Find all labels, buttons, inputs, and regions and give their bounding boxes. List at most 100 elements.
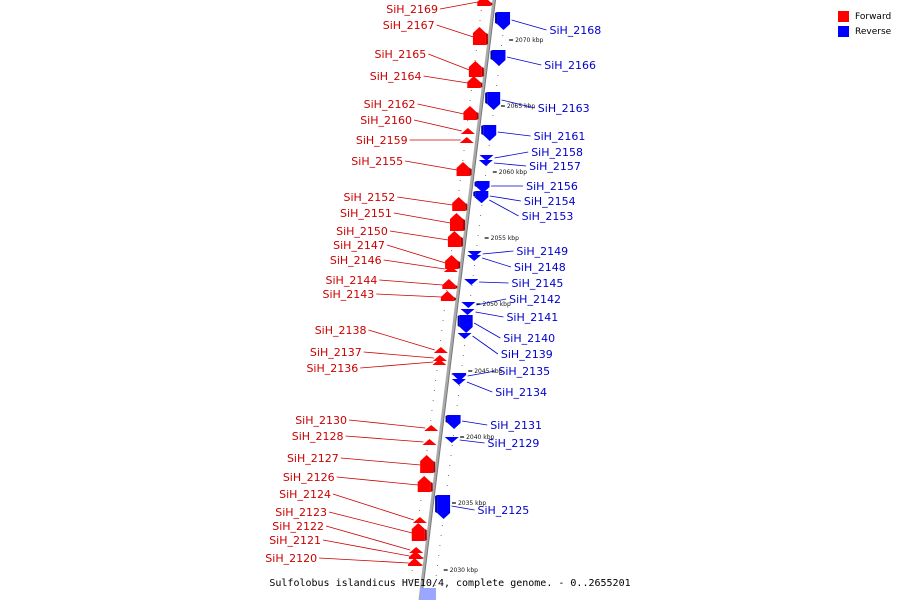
kbp-label: 2065 kbp <box>507 103 535 110</box>
gene-arrow <box>451 379 466 385</box>
gene-body <box>476 181 490 193</box>
forward-gene-glyph <box>424 425 439 431</box>
forward-gene-label: SiH_2147 <box>333 239 385 252</box>
forward-gene-glyph <box>443 266 458 272</box>
reverse-gene-label: SiH_2158 <box>531 146 583 159</box>
gene-side <box>474 181 477 187</box>
reverse-gene-label: SiH_2153 <box>522 210 574 223</box>
track-dot <box>477 235 479 236</box>
track-dot <box>448 475 450 476</box>
reverse-gene-glyph <box>495 12 511 30</box>
forward-gene-glyph <box>433 347 448 353</box>
gene-side <box>433 461 436 473</box>
gene-side <box>485 33 488 45</box>
track-dot <box>420 500 422 501</box>
forward-gene-label: SiH_2121 <box>269 534 321 547</box>
forward-leader-line <box>363 351 434 359</box>
forward-gene-glyph <box>440 291 456 301</box>
track-dot <box>450 455 452 456</box>
reverse-leader-line <box>501 99 535 109</box>
track-dot <box>502 35 504 36</box>
track-dot <box>488 145 490 146</box>
forward-leader-line <box>439 1 478 10</box>
forward-gene-glyph <box>432 355 447 361</box>
gene-side <box>424 529 427 541</box>
reverse-gene-label: SiH_2129 <box>488 437 540 450</box>
track-dot <box>442 320 444 321</box>
track-dot <box>461 365 463 366</box>
reverse-gene-glyph <box>478 160 493 166</box>
forward-gene-glyph <box>463 106 479 120</box>
track-dot <box>458 190 460 191</box>
forward-gene-label: SiH_2167 <box>383 19 435 32</box>
partial-gene-glyph <box>420 588 436 600</box>
gene-side <box>476 112 479 120</box>
gene-body <box>468 61 482 77</box>
forward-gene-label: SiH_2159 <box>356 134 408 147</box>
track-dot <box>451 250 453 251</box>
track-dot <box>431 410 433 411</box>
legend-swatch-reverse <box>838 26 849 37</box>
reverse-gene-glyph <box>474 181 490 193</box>
track-dot <box>473 265 475 266</box>
forward-gene-glyph <box>452 197 468 211</box>
gene-body <box>449 213 463 231</box>
track-dot <box>426 450 428 451</box>
forward-leader-line <box>397 196 453 206</box>
track-dot <box>476 245 478 246</box>
track-dot <box>481 205 483 206</box>
track-dot <box>457 395 459 396</box>
track-dot <box>462 160 464 161</box>
track-dot <box>440 340 442 341</box>
track-dot <box>492 115 494 116</box>
forward-gene-glyph <box>445 255 461 269</box>
track-dot <box>430 420 432 421</box>
gene-arrow <box>409 547 424 553</box>
track-dot <box>446 485 448 486</box>
gene-arrow <box>461 302 476 308</box>
gene-arrow <box>424 425 439 431</box>
kbp-label: 2055 kbp <box>491 235 519 242</box>
forward-gene-label: SiH_2122 <box>272 520 324 533</box>
forward-gene-label: SiH_2144 <box>326 274 378 287</box>
reverse-leader-line <box>511 19 547 31</box>
forward-leader-line <box>328 511 413 534</box>
track-dot <box>449 465 451 466</box>
reverse-leader-line <box>506 56 542 66</box>
gene-side <box>473 191 476 197</box>
track-dot <box>432 400 434 401</box>
forward-gene-label: SiH_2130 <box>295 414 347 427</box>
reverse-leader-line <box>494 151 529 159</box>
leader-lines <box>319 1 547 564</box>
forward-gene-glyph <box>408 558 424 566</box>
reverse-leader-line <box>462 420 488 426</box>
gene-glyphs <box>408 0 511 600</box>
track-dot <box>411 570 413 571</box>
track-dot <box>472 275 474 276</box>
kbp-label: 2045 kbp <box>474 368 502 375</box>
reverse-gene-glyph <box>444 437 459 443</box>
track-dot <box>474 60 476 61</box>
forward-gene-label: SiH_2152 <box>344 191 396 204</box>
forward-gene-label: SiH_2124 <box>279 488 331 501</box>
reverse-leader-line <box>459 439 485 444</box>
gene-side <box>490 50 493 60</box>
track-dot <box>419 510 421 511</box>
legend-label-forward: Forward <box>855 11 892 22</box>
gene-body <box>445 255 459 269</box>
gene-body <box>442 279 456 289</box>
gene-side <box>465 203 468 211</box>
reverse-gene-glyph <box>481 125 497 141</box>
reverse-gene-glyph <box>435 495 451 519</box>
gene-body <box>411 523 425 541</box>
forward-gene-label: SiH_2138 <box>315 324 367 337</box>
forward-gene-label: SiH_2162 <box>364 98 416 111</box>
gene-arrow <box>457 333 472 339</box>
gene-body <box>440 291 454 301</box>
forward-gene-glyph <box>422 439 437 445</box>
gene-side <box>421 564 424 566</box>
reverse-leader-line <box>475 311 504 318</box>
track-dot <box>446 290 448 291</box>
forward-gene-label: SiH_2127 <box>287 452 339 465</box>
